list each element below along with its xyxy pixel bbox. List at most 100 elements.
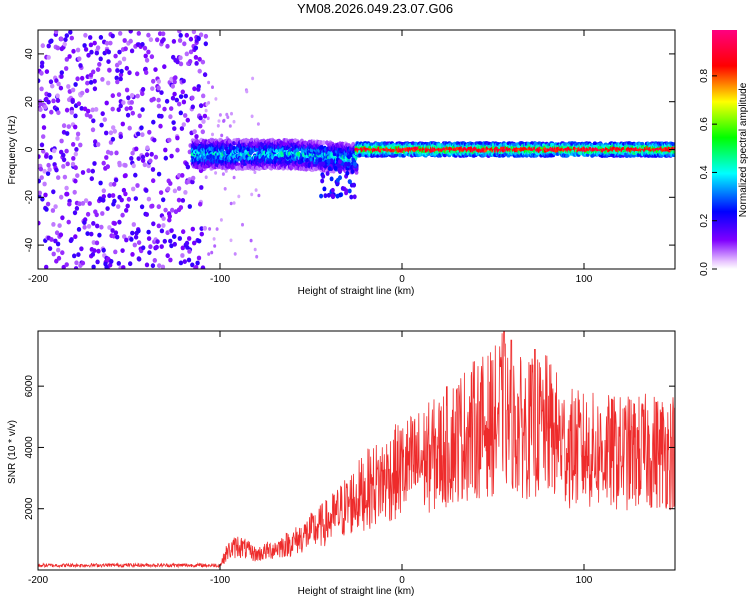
heatmap-cell (155, 37, 160, 43)
heatmap-cell (54, 167, 59, 173)
heatmap-cell (148, 158, 153, 164)
heatmap-cell (51, 222, 56, 227)
heatmap-cell (69, 110, 75, 115)
heatmap-cell (156, 223, 161, 229)
y-tick-label: 4000 (24, 436, 35, 459)
heatmap-cell (118, 31, 123, 36)
heatmap-cell (168, 181, 173, 186)
heatmap-cell (329, 176, 334, 182)
heatmap-cell (178, 205, 184, 210)
heatmap-cell (101, 194, 107, 199)
heatmap-cell (144, 212, 149, 217)
heatmap-cell (175, 59, 180, 65)
heatmap-cell (116, 261, 122, 266)
heatmap-cell (132, 242, 137, 248)
heatmap-cell (43, 192, 48, 198)
heatmap-cell (104, 155, 109, 160)
heatmap-cell (43, 104, 48, 110)
heatmap-cell (38, 101, 43, 107)
heatmap-cell (47, 92, 52, 98)
heatmap-cell (325, 171, 330, 176)
heatmap-cell (55, 241, 61, 247)
heatmap-cell (158, 190, 164, 196)
colorbar-tick-label: 0.6 (699, 117, 710, 131)
heatmap-cell (84, 88, 90, 94)
heatmap-cell (213, 244, 217, 248)
heatmap-cell (585, 153, 590, 157)
heatmap-cell (156, 171, 162, 177)
heatmap-cell (305, 157, 310, 163)
heatmap-cell (166, 186, 171, 192)
heatmap-cell (190, 226, 195, 232)
heatmap-cell (172, 188, 178, 194)
heatmap-cell (78, 142, 83, 148)
heatmap-cell (66, 219, 71, 225)
heatmap-cell (175, 147, 180, 153)
heatmap-cell (129, 93, 135, 98)
heatmap-cell (161, 223, 166, 228)
heatmap-cell (127, 70, 132, 76)
heatmap-cell (320, 178, 325, 184)
y-tick-label: 20 (24, 96, 35, 108)
heatmap-cell (130, 230, 135, 236)
heatmap-cell (104, 100, 109, 106)
heatmap-cell (124, 237, 129, 243)
heatmap-cell (140, 132, 145, 138)
heatmap-cell (128, 261, 133, 267)
heatmap-cell (152, 258, 157, 263)
heatmap-cell (165, 253, 170, 259)
heatmap-cell (352, 161, 357, 167)
heatmap-cell (74, 260, 79, 266)
heatmap-cell (95, 223, 100, 229)
heatmap-cell (199, 226, 204, 232)
heatmap-cell (104, 40, 110, 46)
heatmap-cell (54, 230, 60, 236)
heatmap-cell (39, 63, 45, 69)
heatmap-cell (90, 107, 95, 113)
heatmap-cell (121, 187, 127, 193)
heatmap-cell (229, 201, 233, 206)
heatmap-cell (125, 203, 130, 209)
heatmap-cell (129, 48, 135, 54)
heatmap-cell (39, 142, 45, 148)
heatmap-cell (112, 221, 118, 226)
heatmap-cell (59, 70, 64, 75)
heatmap-cell (178, 33, 183, 38)
heatmap-cell (98, 56, 103, 62)
heatmap-cell (131, 222, 136, 227)
heatmap-cell (144, 152, 150, 158)
x-tick-label: 0 (399, 575, 405, 586)
heatmap-cell (73, 266, 79, 269)
heatmap-cell (139, 125, 144, 131)
heatmap-cell (592, 141, 597, 145)
x-tick-label: 100 (576, 575, 593, 586)
heatmap-cell (255, 254, 259, 259)
heatmap-cell (218, 113, 222, 117)
heatmap-cell (40, 60, 45, 66)
heatmap-cell (195, 260, 200, 266)
heatmap-cell (178, 55, 183, 61)
heatmap-cell (565, 153, 570, 158)
heatmap-cell (49, 109, 54, 115)
heatmap-cell (196, 35, 201, 41)
heatmap-cell (329, 158, 334, 164)
heatmap-cell (79, 246, 84, 252)
heatmap-cell (168, 257, 173, 263)
heatmap-cell (148, 244, 153, 250)
heatmap-cell (249, 238, 253, 243)
heatmap-cell (200, 265, 206, 269)
heatmap-cell (151, 221, 156, 227)
heatmap-cell (352, 194, 357, 200)
heatmap-cell (190, 179, 195, 185)
heatmap-cell (122, 234, 127, 240)
heatmap-cell (197, 68, 202, 74)
heatmap-cell (130, 110, 135, 116)
heatmap-cell (91, 264, 96, 269)
heatmap-cell (117, 160, 122, 166)
heatmap-cell (181, 122, 186, 127)
heatmap-cell (45, 201, 51, 207)
heatmap-cell (193, 45, 199, 51)
heatmap-cell (95, 67, 101, 72)
heatmap-cell (98, 35, 104, 40)
heatmap-cell (200, 59, 206, 65)
